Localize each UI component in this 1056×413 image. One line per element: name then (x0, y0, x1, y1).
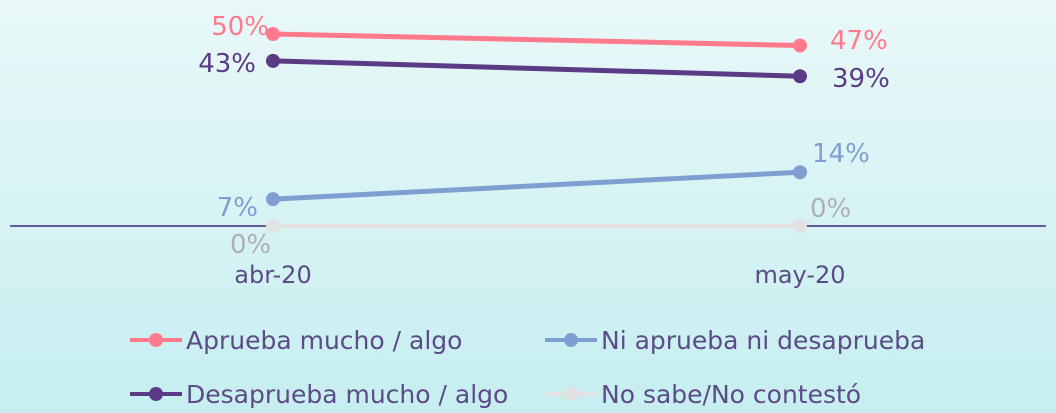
data-label-desaprueba-abr: 43% (198, 49, 256, 79)
legend-swatch-dot-no-sabe (564, 387, 578, 401)
point-no-sabe-may (793, 219, 807, 233)
point-ni-aprueba-may (793, 165, 807, 180)
legend-item-no-sabe: No sabe/No contestó (545, 380, 861, 409)
series-line-ni-aprueba (270, 169, 803, 202)
legend-item-ni-aprueba: Ni aprueba ni desaprueba (545, 326, 925, 355)
data-label-aprueba-abr: 50% (211, 12, 269, 42)
point-aprueba-may (793, 38, 807, 53)
legend-swatch-dot-desaprueba (149, 387, 163, 401)
series-line-desaprueba (270, 58, 803, 79)
legend-swatch-dot-aprueba (149, 333, 163, 347)
series-layer (266, 27, 807, 233)
x-tick-label-may: may-20 (754, 261, 845, 289)
point-ni-aprueba-abr (266, 192, 280, 207)
legend: Aprueba mucho / algo Ni aprueba ni desap… (130, 326, 925, 409)
point-desaprueba-may (793, 69, 807, 84)
series-line-aprueba (270, 31, 803, 49)
legend-label-desaprueba: Desaprueba mucho / algo (186, 380, 508, 409)
data-label-desaprueba-may: 39% (832, 64, 890, 94)
data-label-ni-aprueba-abr: 7% (217, 193, 258, 223)
legend-swatch-dot-ni-aprueba (564, 333, 578, 347)
data-label-no-sabe-abr: 0% (230, 230, 271, 260)
legend-label-no-sabe: No sabe/No contestó (601, 380, 861, 409)
legend-item-desaprueba: Desaprueba mucho / algo (130, 380, 508, 409)
legend-label-aprueba: Aprueba mucho / algo (186, 326, 462, 355)
legend-item-aprueba: Aprueba mucho / algo (130, 326, 462, 355)
x-tick-label-abr: abr-20 (234, 261, 311, 289)
legend-label-ni-aprueba: Ni aprueba ni desaprueba (601, 326, 925, 355)
point-no-sabe-abr (266, 219, 280, 233)
point-aprueba-abr (266, 27, 280, 41)
data-label-no-sabe-may: 0% (810, 194, 851, 224)
data-label-aprueba-may: 47% (830, 26, 888, 56)
point-desaprueba-abr (266, 53, 280, 68)
data-label-ni-aprueba-may: 14% (812, 139, 870, 169)
